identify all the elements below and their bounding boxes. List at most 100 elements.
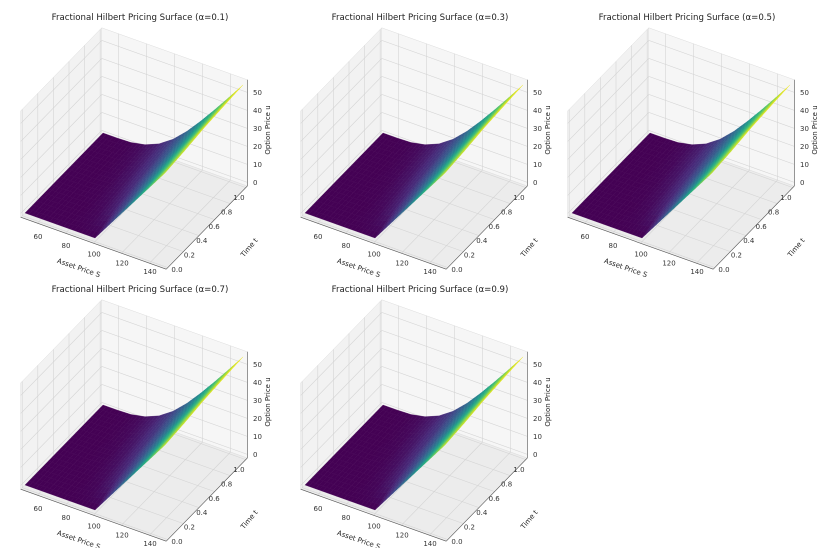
y-tick-label: 0.2	[184, 524, 195, 532]
y-tick-label: 0.6	[209, 495, 221, 503]
gridline-z	[300, 40, 382, 124]
gridline-x	[401, 169, 483, 254]
x-tick-label: 140	[423, 268, 436, 276]
x-tick-label: 140	[143, 268, 156, 276]
y-tick-label: 0.6	[489, 223, 501, 231]
x-tick-label: 120	[662, 259, 675, 267]
x-tick-label: 140	[690, 268, 703, 276]
gridline-y	[22, 215, 168, 268]
z-tick-label: 30	[533, 397, 542, 405]
z-tick-label: 40	[253, 107, 262, 115]
y-tick-label: 1.0	[513, 194, 524, 202]
x-tick-label: 120	[395, 259, 408, 267]
z-tick-label: 50	[533, 361, 542, 369]
x-tick-label: 80	[342, 242, 351, 250]
gridline-z	[300, 130, 382, 214]
z-tick-label: 10	[253, 161, 262, 169]
y-axis-line	[166, 185, 248, 270]
gridline-z	[381, 94, 528, 147]
z-tick-label: 40	[533, 107, 542, 115]
y-tick-label: 0.4	[196, 509, 208, 517]
y-tick-label: 0.6	[756, 223, 768, 231]
x-tick-label: 80	[609, 242, 618, 250]
z-axis-label: Option Price u	[544, 377, 552, 426]
gridline-z	[20, 76, 102, 160]
y-tick-label: 0.8	[768, 208, 779, 216]
gridline-z	[300, 112, 382, 196]
x-tick-label: 80	[62, 242, 71, 250]
y-tick-label: 0.4	[743, 237, 755, 245]
y-axis-label: Time t	[239, 236, 260, 259]
x-tick-label: 80	[62, 514, 71, 522]
gridline-z	[381, 40, 528, 93]
z-tick-label: 30	[800, 125, 809, 133]
y-axis-label: Time t	[786, 236, 807, 259]
z-axis-label: Option Price u	[264, 105, 272, 154]
z-tick-label: 10	[533, 161, 542, 169]
z-axis-label: Option Price u	[264, 377, 272, 426]
y-tick-label: 0.0	[171, 538, 182, 546]
y-tick-label: 0.0	[171, 266, 182, 274]
x-tick-label: 100	[367, 251, 380, 259]
z-tick-label: 20	[533, 143, 542, 151]
gridline-y	[302, 215, 448, 268]
gridline-z	[300, 94, 382, 178]
gridline-z	[20, 94, 102, 178]
surface-patch	[161, 168, 170, 177]
z-axis-label: Option Price u	[544, 105, 552, 154]
gridline-z	[101, 76, 248, 129]
x-tick-label: 80	[342, 514, 351, 522]
z-tick-label: 0	[533, 179, 537, 187]
y-tick-label: 0.2	[731, 252, 742, 260]
surface	[304, 84, 524, 239]
x-tick-label: 120	[115, 531, 128, 539]
z-tick-label: 0	[533, 451, 537, 459]
y-tick-label: 0.4	[196, 237, 208, 245]
gridline-x	[429, 179, 511, 264]
x-axis-line	[20, 216, 167, 270]
x-tick-label: 100	[634, 251, 647, 259]
gridline-z	[300, 58, 382, 142]
y-tick-label: 0.6	[209, 223, 221, 231]
gridline-z	[20, 40, 102, 124]
y-tick-label: 0.2	[464, 524, 475, 532]
z-tick-label: 50	[253, 89, 262, 97]
surface	[24, 84, 244, 239]
z-tick-label: 30	[253, 125, 262, 133]
gridline-x	[121, 169, 203, 254]
y-tick-label: 0.0	[451, 266, 462, 274]
z-tick-label: 20	[253, 415, 262, 423]
x-tick-label: 60	[34, 505, 43, 513]
x-tick-label: 120	[115, 259, 128, 267]
z-tick-label: 10	[800, 161, 809, 169]
y-tick-label: 0.6	[489, 495, 501, 503]
x-axis-label: Asset Price S	[336, 529, 382, 548]
chart-title: Fractional Hilbert Pricing Surface (α=0.…	[332, 285, 509, 295]
gridline-x	[149, 179, 231, 264]
chart-title: Fractional Hilbert Pricing Surface (α=0.…	[52, 285, 229, 295]
y-axis-label: Time t	[519, 236, 540, 259]
y-tick-label: 0.0	[718, 266, 729, 274]
x-tick-label: 60	[314, 505, 323, 513]
chart-title: Fractional Hilbert Pricing Surface (α=0.…	[52, 13, 229, 23]
gridline-z	[101, 58, 248, 111]
gridline-z	[101, 40, 248, 93]
gridline-z	[381, 76, 528, 129]
x-tick-label: 100	[87, 251, 100, 259]
y-tick-label: 0.2	[464, 252, 475, 260]
x-tick-label: 100	[367, 523, 380, 531]
y-tick-label: 0.4	[476, 237, 488, 245]
z-tick-label: 0	[253, 451, 257, 459]
chart-title: Fractional Hilbert Pricing Surface (α=0.…	[332, 13, 509, 23]
gridline-z	[300, 76, 382, 160]
z-axis-label: Option Price u	[811, 105, 818, 154]
x-tick-label: 140	[143, 540, 156, 548]
z-tick-label: 40	[533, 379, 542, 387]
z-tick-label: 50	[533, 89, 542, 97]
z-tick-label: 50	[800, 89, 809, 97]
z-tick-label: 0	[800, 179, 804, 187]
y-tick-label: 0.8	[221, 208, 232, 216]
y-axis-label: Time t	[239, 508, 260, 531]
x-tick-label: 60	[581, 233, 590, 241]
z-tick-label: 0	[253, 179, 257, 187]
